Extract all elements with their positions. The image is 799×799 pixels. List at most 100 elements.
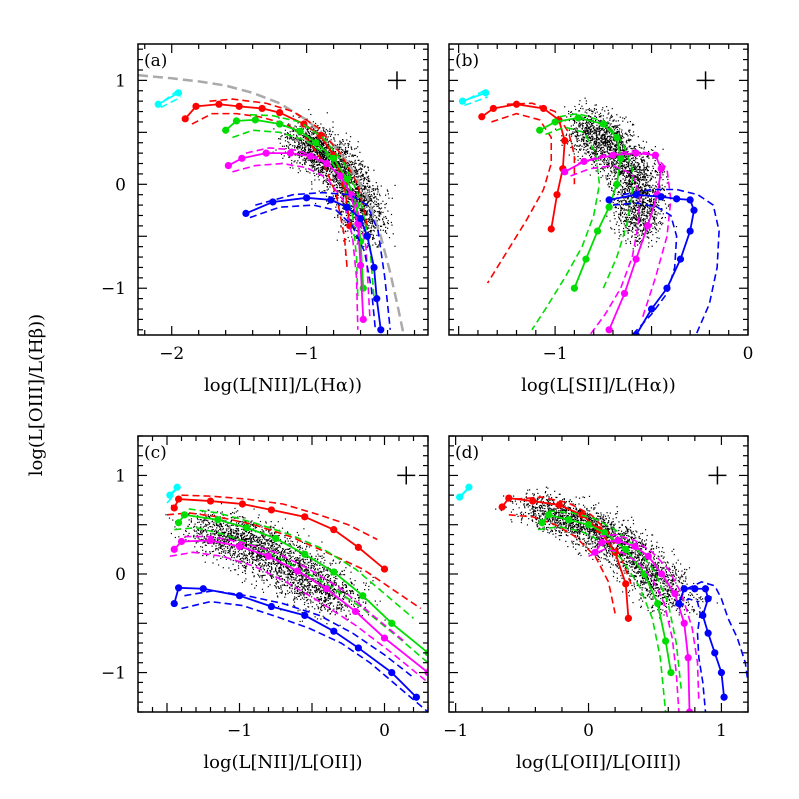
data-point bbox=[348, 201, 350, 203]
data-point bbox=[634, 148, 636, 150]
data-point bbox=[347, 145, 349, 147]
data-point bbox=[309, 130, 311, 132]
data-point bbox=[369, 216, 371, 218]
data-point bbox=[289, 138, 291, 140]
data-point bbox=[382, 219, 384, 221]
data-point bbox=[383, 216, 385, 218]
data-point bbox=[368, 227, 370, 229]
data-point bbox=[361, 168, 363, 170]
data-point bbox=[646, 236, 648, 238]
data-point bbox=[640, 171, 642, 174]
data-point bbox=[377, 245, 379, 247]
data-point bbox=[350, 207, 352, 210]
data-point bbox=[639, 237, 641, 240]
data-point bbox=[621, 133, 624, 135]
data-point bbox=[615, 125, 617, 127]
data-point bbox=[339, 182, 341, 184]
data-point bbox=[577, 155, 579, 158]
data-point bbox=[614, 125, 616, 127]
data-point bbox=[632, 131, 635, 133]
data-point bbox=[370, 203, 372, 205]
data-point bbox=[629, 210, 631, 212]
data-point bbox=[308, 132, 310, 134]
data-point bbox=[619, 235, 621, 237]
series-cyan-marker bbox=[458, 97, 467, 105]
data-point bbox=[640, 190, 642, 192]
data-point bbox=[600, 158, 602, 160]
data-point bbox=[351, 148, 353, 151]
series-blue-marker bbox=[343, 203, 351, 211]
data-point bbox=[338, 148, 340, 150]
data-point bbox=[300, 148, 302, 150]
data-point bbox=[635, 156, 637, 159]
data-point bbox=[360, 208, 362, 210]
data-point bbox=[566, 116, 568, 118]
data-point bbox=[649, 201, 651, 203]
data-point bbox=[577, 151, 579, 153]
data-point bbox=[639, 241, 642, 243]
data-point bbox=[638, 228, 640, 230]
data-point bbox=[629, 188, 631, 190]
data-point bbox=[322, 151, 325, 153]
data-point bbox=[662, 199, 664, 201]
data-point bbox=[307, 147, 309, 149]
data-point bbox=[355, 236, 357, 238]
data-point bbox=[589, 137, 592, 139]
data-point bbox=[652, 165, 654, 167]
data-point bbox=[597, 130, 599, 132]
data-point bbox=[618, 217, 621, 219]
data-point bbox=[586, 122, 588, 124]
data-point bbox=[632, 157, 634, 159]
data-point bbox=[301, 147, 303, 149]
data-point bbox=[324, 147, 326, 149]
data-point bbox=[335, 174, 337, 177]
data-point bbox=[609, 157, 611, 159]
data-point bbox=[326, 112, 328, 114]
series-magenta-marker bbox=[286, 149, 295, 157]
data-point bbox=[661, 224, 663, 226]
data-point bbox=[603, 163, 605, 165]
data-point bbox=[643, 214, 645, 216]
data-point bbox=[347, 162, 349, 164]
data-point bbox=[601, 141, 603, 144]
data-point bbox=[346, 190, 348, 192]
data-point bbox=[628, 197, 630, 199]
data-point bbox=[642, 223, 644, 225]
data-point bbox=[582, 139, 584, 141]
data-point bbox=[631, 183, 633, 185]
data-point bbox=[616, 149, 618, 151]
data-point bbox=[334, 177, 337, 179]
data-point bbox=[613, 163, 615, 165]
data-point bbox=[629, 176, 631, 178]
data-point bbox=[327, 167, 329, 169]
data-point bbox=[327, 150, 329, 152]
data-point bbox=[579, 122, 581, 124]
data-point bbox=[356, 191, 358, 193]
data-point bbox=[343, 240, 345, 242]
data-point bbox=[297, 147, 299, 149]
data-point bbox=[301, 164, 303, 166]
data-point bbox=[348, 171, 350, 173]
data-point bbox=[297, 152, 299, 154]
data-point bbox=[582, 108, 584, 110]
data-point bbox=[638, 179, 640, 181]
data-point bbox=[606, 143, 608, 145]
data-point bbox=[631, 210, 633, 212]
data-point bbox=[614, 218, 616, 220]
series-blue-marker bbox=[303, 194, 311, 202]
data-point bbox=[289, 137, 291, 139]
panel-a-data-cloud bbox=[272, 109, 396, 255]
data-point bbox=[643, 175, 645, 177]
data-point bbox=[328, 143, 330, 145]
data-point bbox=[606, 142, 609, 144]
data-point bbox=[639, 171, 641, 173]
data-point bbox=[341, 214, 343, 216]
data-point bbox=[387, 190, 389, 192]
data-point bbox=[385, 230, 387, 232]
data-point bbox=[636, 190, 638, 192]
data-point bbox=[298, 142, 300, 144]
data-point bbox=[620, 138, 622, 140]
data-point bbox=[618, 191, 620, 193]
data-point bbox=[311, 181, 313, 183]
data-point bbox=[341, 166, 343, 168]
